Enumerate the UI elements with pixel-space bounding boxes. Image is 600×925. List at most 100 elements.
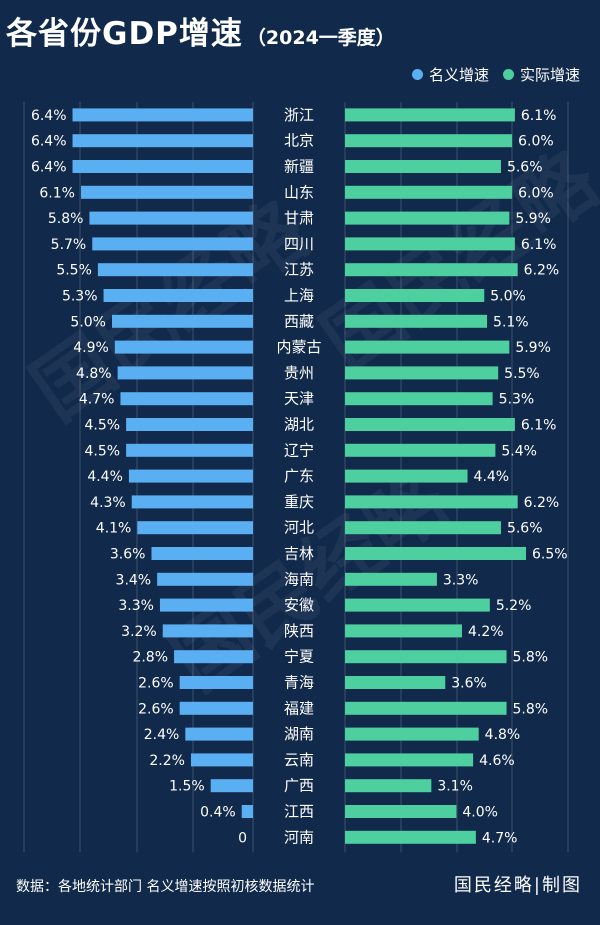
category-label: 江苏 [284, 261, 314, 279]
bar-real [345, 263, 518, 277]
data-label-nominal: 0.4% [200, 805, 236, 821]
data-label-nominal: 5.0% [70, 314, 106, 330]
data-label-real: 5.3% [499, 392, 535, 408]
category-label: 辽宁 [284, 441, 314, 459]
source-note: 数据：各地统计部门 名义增速按照初核数据统计 [16, 879, 315, 895]
legend: 名义增速 实际增速 [398, 64, 580, 85]
bar-real [345, 418, 515, 431]
bar-nominal [72, 108, 254, 122]
bar-nominal [157, 572, 253, 586]
bar-real [345, 676, 446, 689]
data-label-real: 6.1% [521, 418, 557, 434]
bar-real [345, 185, 513, 199]
bar-real [345, 624, 462, 638]
data-label-nominal: 6.1% [39, 185, 75, 201]
bar-nominal [137, 521, 253, 535]
bar-real [345, 572, 437, 586]
bar-nominal [126, 443, 253, 457]
data-label-real: 5.2% [496, 598, 532, 614]
data-label-real: 6.2% [524, 495, 560, 511]
bar-nominal [241, 805, 253, 818]
data-label-nominal: 4.8% [76, 366, 112, 382]
category-label: 浙江 [284, 106, 314, 124]
category-label: 西藏 [284, 312, 314, 330]
bar-real [345, 805, 457, 818]
data-label-real: 4.4% [474, 469, 510, 485]
data-label-real: 5.0% [490, 289, 526, 305]
bar-nominal [80, 185, 253, 199]
category-label: 内蒙古 [276, 338, 321, 356]
chart-subtitle: （2024一季度） [246, 27, 395, 49]
data-label-real: 3.3% [443, 572, 479, 588]
category-label: 吉林 [284, 545, 314, 563]
bar-nominal [128, 469, 253, 483]
bar-real [345, 727, 479, 741]
bar-nominal [112, 314, 253, 328]
category-label: 甘肃 [284, 209, 314, 227]
data-label-real: 5.9% [515, 340, 551, 356]
legend-label-nominal: 名义增速 [428, 66, 489, 84]
bar-real [345, 469, 468, 483]
data-label-nominal: 5.8% [48, 211, 84, 227]
data-label-nominal: 4.7% [79, 392, 115, 408]
data-label-nominal: 4.1% [96, 521, 132, 537]
data-label-nominal: 3.4% [116, 572, 152, 588]
bar-real [345, 598, 490, 612]
title-row: 各省份GDP增速 （2024一季度） [6, 8, 395, 53]
category-label: 山东 [284, 183, 314, 201]
bar-nominal [89, 211, 253, 225]
data-label-real: 6.5% [532, 547, 568, 563]
data-label-nominal: 4.5% [85, 418, 121, 434]
bar-real [345, 521, 501, 535]
category-label: 四川 [284, 235, 314, 253]
data-label-nominal: 4.5% [85, 443, 121, 459]
category-label: 安徽 [284, 596, 314, 614]
data-label-real: 6.1% [521, 237, 557, 253]
data-label-real: 5.6% [507, 160, 543, 176]
category-label: 广东 [284, 467, 314, 485]
data-label-nominal: 2.8% [132, 650, 168, 666]
data-label-real: 4.2% [468, 624, 504, 640]
data-label-real: 5.4% [501, 443, 537, 459]
bar-nominal [179, 701, 253, 715]
bar-real [345, 340, 510, 354]
bar-real [345, 160, 501, 173]
data-label-real: 6.1% [521, 108, 557, 124]
bar-real [345, 366, 499, 380]
data-label-nominal: 6.4% [31, 134, 67, 150]
category-label: 河北 [284, 519, 314, 537]
bar-real [345, 779, 432, 793]
bar-nominal [103, 289, 253, 302]
bar-real [345, 392, 493, 406]
bar-nominal [190, 753, 253, 767]
bar-nominal [120, 392, 254, 406]
data-label-real: 5.8% [513, 650, 549, 666]
bar-nominal [72, 160, 254, 173]
data-label-nominal: 6.4% [31, 108, 67, 124]
category-label: 河南 [284, 828, 314, 846]
data-label-real: 4.0% [462, 805, 498, 821]
bar-nominal [97, 263, 254, 277]
data-label-real: 5.5% [504, 366, 540, 382]
bar-nominal [126, 418, 253, 431]
chart-title: 各省份GDP增速 [6, 16, 243, 52]
data-label-real: 3.1% [437, 779, 473, 795]
bar-nominal [114, 340, 253, 354]
category-label: 北京 [284, 132, 314, 150]
credit: 国民经略|制图 [453, 875, 582, 896]
data-label-nominal: 5.5% [56, 263, 92, 279]
bar-nominal [179, 676, 253, 689]
bar-real [345, 753, 474, 767]
data-label-nominal: 4.9% [73, 340, 109, 356]
bar-real [345, 495, 518, 509]
category-label: 广西 [284, 777, 314, 795]
data-label-nominal: 2.6% [138, 701, 174, 717]
data-label-nominal: 2.6% [138, 676, 174, 692]
legend-label-real: 实际增速 [519, 66, 580, 84]
category-label: 天津 [284, 390, 314, 408]
data-label-real: 6.0% [518, 185, 554, 201]
data-label-real: 5.6% [507, 521, 543, 537]
data-label-nominal: 4.3% [90, 495, 126, 511]
